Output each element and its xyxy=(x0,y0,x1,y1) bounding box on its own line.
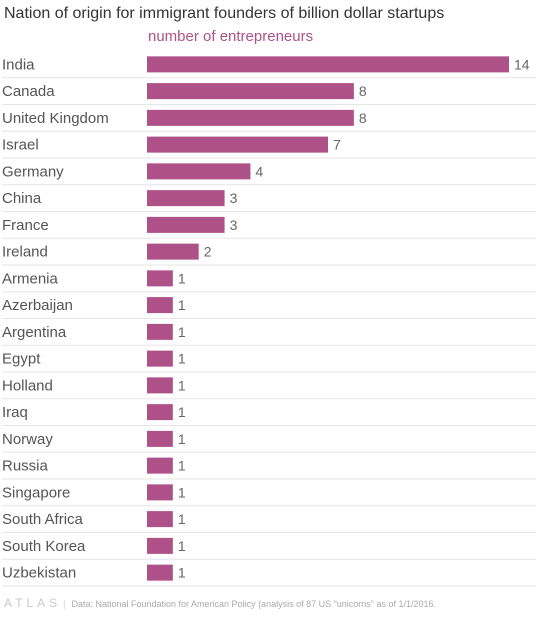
gridlines xyxy=(2,77,536,587)
value-label: 14 xyxy=(514,56,530,72)
bar xyxy=(147,56,509,73)
bar xyxy=(147,83,354,100)
value-label: 1 xyxy=(178,538,186,554)
value-label: 1 xyxy=(178,324,186,340)
category-label: Canada xyxy=(2,83,55,100)
source-note: Data: National Foundation for American P… xyxy=(71,599,437,609)
value-label: 2 xyxy=(204,244,212,260)
category-label: United Kingdom xyxy=(2,110,109,127)
chart-subtitle: number of entrepreneurs xyxy=(148,28,314,45)
bar xyxy=(147,243,199,260)
category-label: Israel xyxy=(2,137,39,154)
category-label: India xyxy=(2,56,35,73)
bar xyxy=(147,297,173,314)
value-label: 1 xyxy=(178,484,186,500)
bar xyxy=(147,270,173,287)
bar xyxy=(147,377,173,394)
value-label: 1 xyxy=(178,565,186,581)
bar xyxy=(147,484,173,501)
category-label: France xyxy=(2,217,49,234)
value-label: 1 xyxy=(178,297,186,313)
category-label: Singapore xyxy=(2,484,70,501)
category-label: Holland xyxy=(2,377,53,394)
bar xyxy=(147,404,173,421)
bar xyxy=(147,216,225,233)
category-label: Azerbaijan xyxy=(2,297,73,314)
category-label: Norway xyxy=(2,431,53,448)
value-label: 4 xyxy=(255,163,263,179)
bar xyxy=(147,350,173,367)
chart-title: Nation of origin for immigrant founders … xyxy=(4,5,445,22)
bar xyxy=(147,109,354,126)
category-label: Iraq xyxy=(2,404,28,421)
value-label: 1 xyxy=(178,404,186,420)
bar xyxy=(147,136,328,153)
value-label: 8 xyxy=(359,83,367,99)
value-label: 1 xyxy=(178,377,186,393)
bar xyxy=(147,537,173,554)
category-label: China xyxy=(2,190,42,207)
category-label: South Africa xyxy=(2,511,84,528)
value-label: 1 xyxy=(178,511,186,527)
atlas-logo: ATLAS xyxy=(4,596,62,610)
category-label: Russia xyxy=(2,458,49,475)
bar xyxy=(147,323,173,340)
category-label: Germany xyxy=(2,163,64,180)
category-label: Egypt xyxy=(2,351,41,368)
bar xyxy=(147,430,173,447)
footer-separator: | xyxy=(63,599,66,609)
bar xyxy=(147,457,173,474)
value-label: 8 xyxy=(359,110,367,126)
bar xyxy=(147,190,225,207)
bar xyxy=(147,163,251,180)
category-label: Argentina xyxy=(2,324,67,341)
category-label: Armenia xyxy=(2,270,59,287)
category-label: Uzbekistan xyxy=(2,565,76,582)
footer: ATLAS | Data: National Foundation for Amer… xyxy=(4,596,436,610)
value-label: 3 xyxy=(230,217,238,233)
value-label: 7 xyxy=(333,137,341,153)
value-label: 1 xyxy=(178,270,186,286)
value-label: 3 xyxy=(230,190,238,206)
value-label: 1 xyxy=(178,458,186,474)
bar xyxy=(147,511,173,528)
value-label: 1 xyxy=(178,431,186,447)
category-label: Ireland xyxy=(2,244,48,261)
value-label: 1 xyxy=(178,351,186,367)
bar xyxy=(147,564,173,581)
category-label: South Korea xyxy=(2,538,86,555)
